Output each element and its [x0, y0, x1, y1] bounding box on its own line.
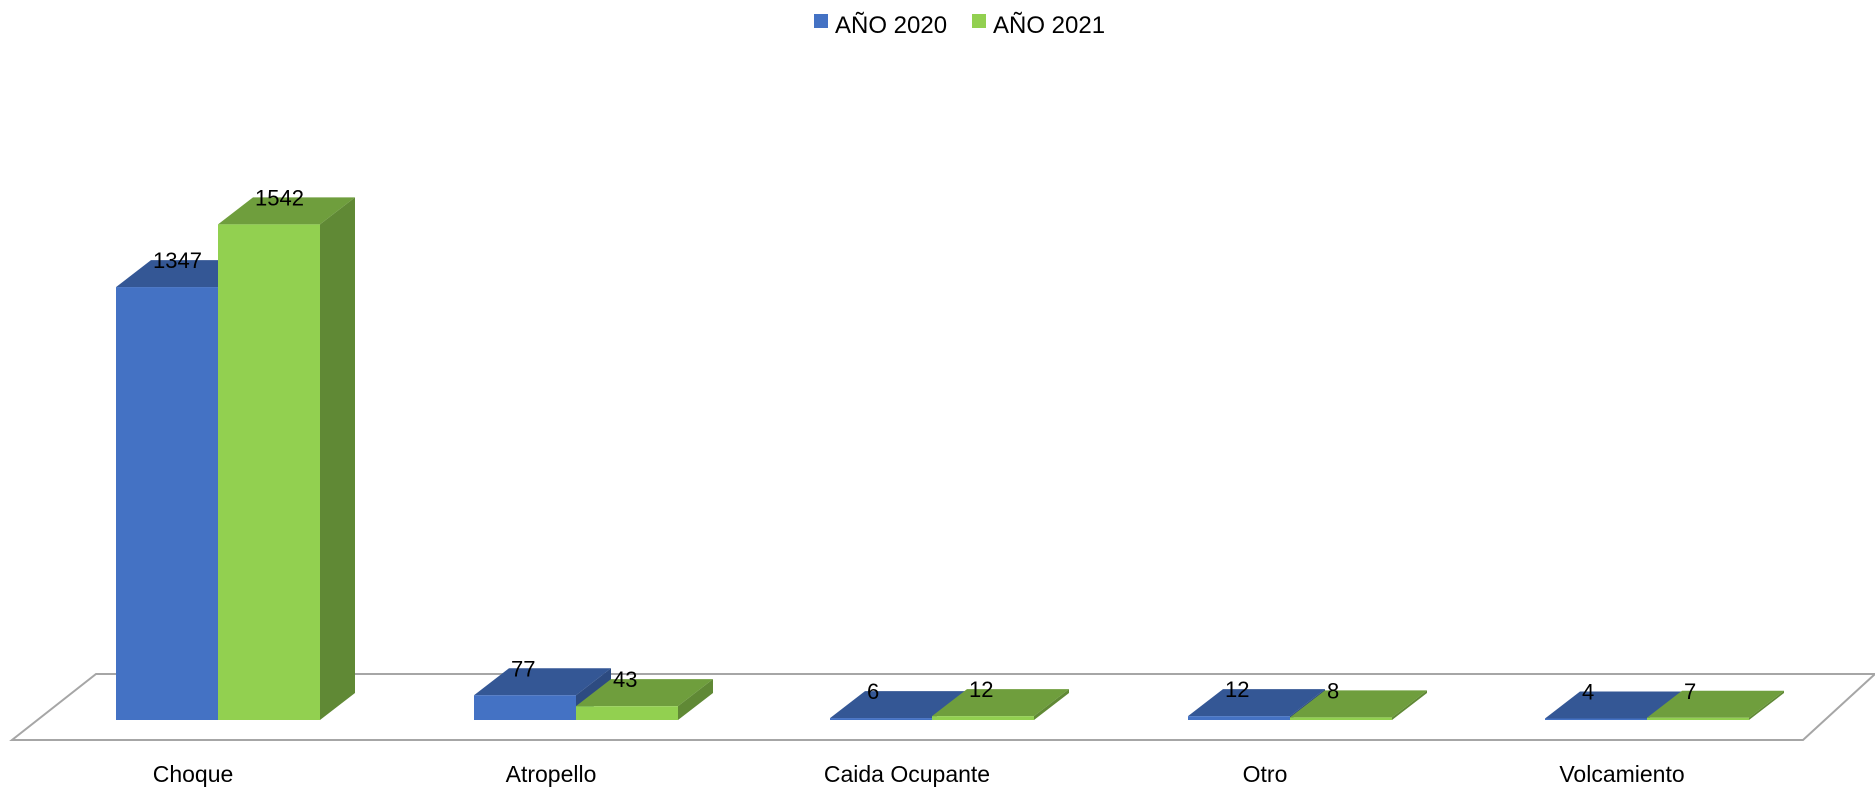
value-label-choque-a-o-2021: 1542: [255, 185, 304, 210]
value-label-caida-ocupante-a-o-2020: 6: [867, 679, 879, 704]
bars: [116, 197, 1784, 721]
bar-side-face: [678, 679, 713, 720]
category-label-choque: Choque: [153, 761, 234, 787]
bar-caida-ocupante-a-o-2021: [932, 689, 1069, 720]
bar-top-face: [1545, 691, 1682, 719]
bar-front-face: [1290, 717, 1392, 720]
bar-top-face: [932, 689, 1069, 717]
bar-front-face: [932, 716, 1034, 720]
category-label-otro: Otro: [1243, 761, 1288, 787]
value-label-caida-ocupante-a-o-2021: 12: [969, 677, 993, 702]
value-label-volcamiento-a-o-2020: 4: [1582, 680, 1594, 705]
bar-atropello-a-o-2021: [576, 679, 713, 720]
bar-front-face: [474, 695, 576, 720]
legend-label-a-o-2021: AÑO 2021: [993, 12, 1105, 39]
legend-swatch-a-o-2021: [972, 14, 986, 28]
bar-volcamiento-a-o-2021: [1647, 690, 1784, 720]
bar-top-face: [576, 679, 713, 707]
bar-choque-a-o-2021: [218, 197, 355, 721]
bar-front-face: [1188, 716, 1290, 720]
value-label-atropello-a-o-2021: 43: [613, 667, 637, 692]
bar-side-face: [1034, 689, 1069, 720]
bar-otro-a-o-2021: [1290, 690, 1427, 720]
category-label-volcamiento: Volcamiento: [1559, 761, 1684, 787]
category-labels: Choque Atropello Caida Ocupante Otro Volcami…: [153, 761, 1685, 787]
bar-front-face: [116, 287, 218, 720]
bar-front-face: [576, 706, 678, 720]
bar-front-face: [218, 224, 320, 721]
value-label-otro-a-o-2021: 8: [1327, 678, 1339, 703]
value-label-choque-a-o-2020: 1347: [153, 248, 202, 273]
bar-top-face: [1188, 689, 1325, 717]
bar-top-face: [474, 668, 611, 696]
legend-swatch-a-o-2020: [814, 14, 828, 28]
bar-top-face: [1647, 690, 1784, 718]
legend-label-a-o-2020: AÑO 2020: [835, 12, 947, 39]
bar-top-face: [1290, 690, 1427, 718]
value-label-atropello-a-o-2020: 77: [511, 656, 535, 681]
value-label-otro-a-o-2020: 12: [1225, 677, 1249, 702]
value-label-volcamiento-a-o-2021: 7: [1684, 679, 1696, 704]
bar-front-face: [830, 718, 932, 720]
bar-top-face: [830, 691, 967, 719]
value-labels: 1347 1542 77 43 6 12 12 8 4 7: [153, 185, 1696, 704]
bar-side-face: [1749, 690, 1784, 720]
category-label-atropello: Atropello: [506, 761, 597, 787]
category-label-caida-ocupante: Caida Ocupante: [824, 761, 990, 787]
legend: AÑO 2020 AÑO 2021: [814, 12, 1105, 39]
bar-front-face: [1647, 717, 1749, 720]
bar-top-face: [218, 197, 355, 225]
bar-side-face: [1392, 690, 1427, 720]
bar-side-face: [320, 197, 355, 721]
bar-front-face: [1545, 718, 1647, 720]
